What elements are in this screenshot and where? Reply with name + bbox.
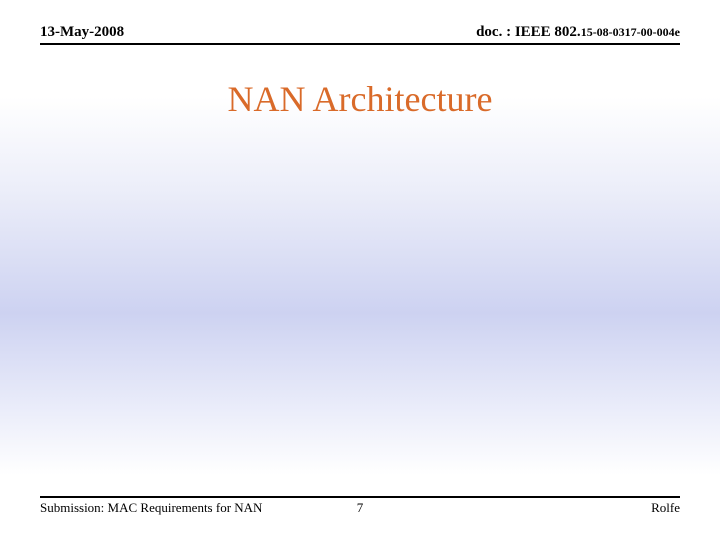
header-doc-prefix: doc. : IEEE 802. [476,24,581,40]
footer-left: Submission: MAC Requirements for NAN [40,500,262,516]
footer-author: Rolfe [651,500,680,516]
header-doc-suffix: 15-08-0317-00-004e [581,25,680,39]
header-date: 13-May-2008 [40,24,124,41]
header-doc: doc. : IEEE 802.15-08-0317-00-004e [476,24,680,41]
slide-title: NAN Architecture [0,78,720,120]
slide-header: 13-May-2008 doc. : IEEE 802.15-08-0317-0… [40,24,680,45]
footer-page-number: 7 [357,500,364,516]
slide-footer: Submission: MAC Requirements for NAN 7 R… [40,496,680,516]
